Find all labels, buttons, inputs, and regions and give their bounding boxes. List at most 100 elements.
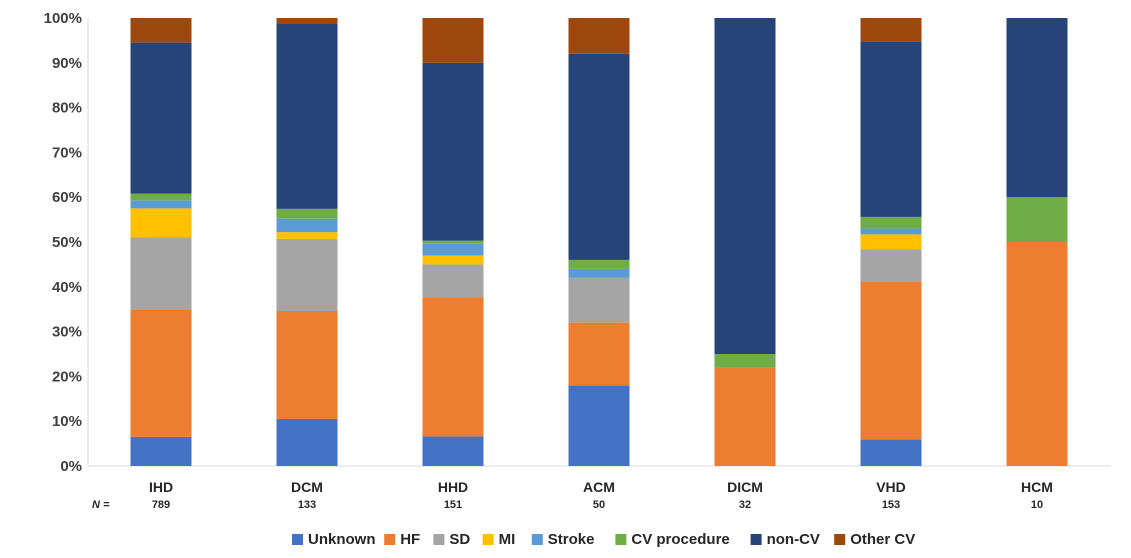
x-tick-label: HHD <box>438 479 468 495</box>
bar-segment-cv-procedure <box>714 354 776 368</box>
x-labels-layer: IHD 789 DCM 133 HHD 151 ACM 50 DICM 32 VHD 153 HCM 10… <box>92 479 1053 511</box>
legend-label: MI <box>499 531 516 548</box>
bar-stack-dicm <box>714 18 776 466</box>
legend-item-stroke: Stroke <box>531 531 595 548</box>
legend-label: CV procedure <box>631 531 729 548</box>
legend-swatch <box>482 534 494 545</box>
bar-segment-stroke <box>130 200 192 209</box>
axis-layer: 0% 10% 20% 30% 40% 50% 60% 70% 80% 90% 100% <box>44 10 1110 475</box>
legend-item-mi: MI <box>482 531 516 548</box>
x-tick-label: HCM <box>1021 479 1053 495</box>
bar-segment-unknown <box>568 385 630 466</box>
legend-swatch <box>615 534 627 545</box>
y-tick-label: 50% <box>52 234 82 251</box>
y-tick-label: 40% <box>52 279 82 296</box>
bar-segment-mi <box>860 234 922 250</box>
bar-stack-hcm <box>1006 18 1068 466</box>
legend-swatch <box>433 534 445 545</box>
bar-segment-sd <box>130 237 192 310</box>
legend-item-cv-procedure: CV procedure <box>615 531 730 548</box>
bar-segment-sd <box>860 249 922 282</box>
x-tick-label: VHD <box>876 479 906 495</box>
n-value-label: 133 <box>298 499 316 511</box>
legend: Unknown HF SD MI Stroke CV procedure non-CV Oth… <box>292 531 915 548</box>
bar-segment-hf <box>276 310 338 419</box>
bar-segment-cv-procedure <box>422 240 484 244</box>
bar-segment-cv-procedure <box>276 208 338 219</box>
bar-segment-other-cv <box>276 18 338 24</box>
bar-segment-other-cv <box>568 18 630 54</box>
n-value-label: 789 <box>152 499 170 511</box>
bar-segment-hf <box>422 297 484 437</box>
legend-swatch <box>531 534 543 545</box>
bar-segment-cv-procedure <box>1006 197 1068 242</box>
bar-stack-acm <box>568 18 630 466</box>
bars-layer <box>130 18 1068 466</box>
legend-item-non-cv: non-CV <box>750 531 820 548</box>
y-tick-label: 70% <box>52 144 82 161</box>
legend-label: Stroke <box>548 531 595 548</box>
bar-stack-vhd <box>860 18 922 466</box>
bar-segment-unknown <box>276 418 338 466</box>
x-tick-label: DCM <box>291 479 323 495</box>
x-tick-label: DICM <box>727 479 763 495</box>
bar-segment-unknown <box>422 436 484 466</box>
bar-segment-mi <box>422 255 484 265</box>
bar-segment-stroke <box>422 243 484 256</box>
bar-segment-other-cv <box>422 18 484 63</box>
legend-swatch <box>750 534 762 545</box>
bar-stack-hhd <box>422 18 484 466</box>
legend-label: SD <box>449 531 470 548</box>
legend-swatch <box>292 534 303 545</box>
legend-label: Other CV <box>850 531 915 548</box>
bar-segment-non-cv <box>714 18 776 354</box>
y-tick-label: 90% <box>52 55 82 72</box>
bar-segment-hf <box>1006 242 1068 466</box>
bar-segment-non-cv <box>1006 18 1068 198</box>
legend-item-other-cv: Other CV <box>834 531 915 548</box>
legend-swatch <box>384 534 396 545</box>
bar-segment-other-cv <box>130 18 192 43</box>
x-tick-label: IHD <box>149 479 173 495</box>
bar-segment-non-cv <box>568 53 630 260</box>
legend-label: Unknown <box>308 531 376 548</box>
bar-segment-sd <box>422 264 484 298</box>
bar-segment-other-cv <box>860 18 922 42</box>
bar-segment-cv-procedure <box>568 259 630 269</box>
bar-segment-unknown <box>130 436 192 466</box>
bar-stack-ihd <box>130 18 192 466</box>
y-tick-label: 0% <box>60 458 82 475</box>
n-value-label: 153 <box>882 499 900 511</box>
legend-label: non-CV <box>767 531 820 548</box>
legend-label: HF <box>400 531 420 548</box>
y-tick-label: 100% <box>44 10 82 27</box>
bar-segment-stroke <box>568 268 630 278</box>
bar-segment-mi <box>276 232 338 239</box>
bar-segment-stroke <box>860 228 922 235</box>
n-value-label: 32 <box>739 499 751 511</box>
legend-item-unknown: Unknown <box>292 531 376 548</box>
bar-segment-sd <box>568 277 630 323</box>
legend-item-sd: SD <box>433 531 470 548</box>
bar-segment-cv-procedure <box>860 216 922 229</box>
bar-segment-non-cv <box>130 42 192 194</box>
bar-segment-stroke <box>276 218 338 233</box>
bar-segment-non-cv <box>422 62 484 241</box>
legend-item-hf: HF <box>384 531 420 548</box>
bar-segment-mi <box>130 208 192 238</box>
y-tick-label: 20% <box>52 368 82 385</box>
x-tick-label: ACM <box>583 479 615 495</box>
bar-segment-hf <box>860 281 922 440</box>
bar-segment-non-cv <box>860 41 922 217</box>
y-tick-label: 10% <box>52 413 82 430</box>
bar-segment-non-cv <box>276 23 338 209</box>
y-tick-label: 30% <box>52 324 82 341</box>
bar-segment-hf <box>714 367 776 466</box>
legend-swatch <box>834 534 846 545</box>
y-tick-label: 60% <box>52 189 82 206</box>
bar-segment-hf <box>568 322 630 386</box>
bar-segment-sd <box>276 238 338 311</box>
bar-segment-unknown <box>860 439 922 466</box>
